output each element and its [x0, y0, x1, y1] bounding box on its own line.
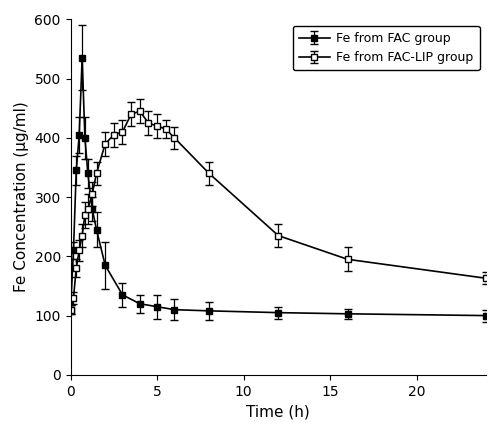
- Y-axis label: Fe Concentration (μg/ml): Fe Concentration (μg/ml): [14, 102, 29, 292]
- Legend: Fe from FAC group, Fe from FAC-LIP group: Fe from FAC group, Fe from FAC-LIP group: [292, 26, 480, 71]
- X-axis label: Time (h): Time (h): [246, 404, 310, 419]
